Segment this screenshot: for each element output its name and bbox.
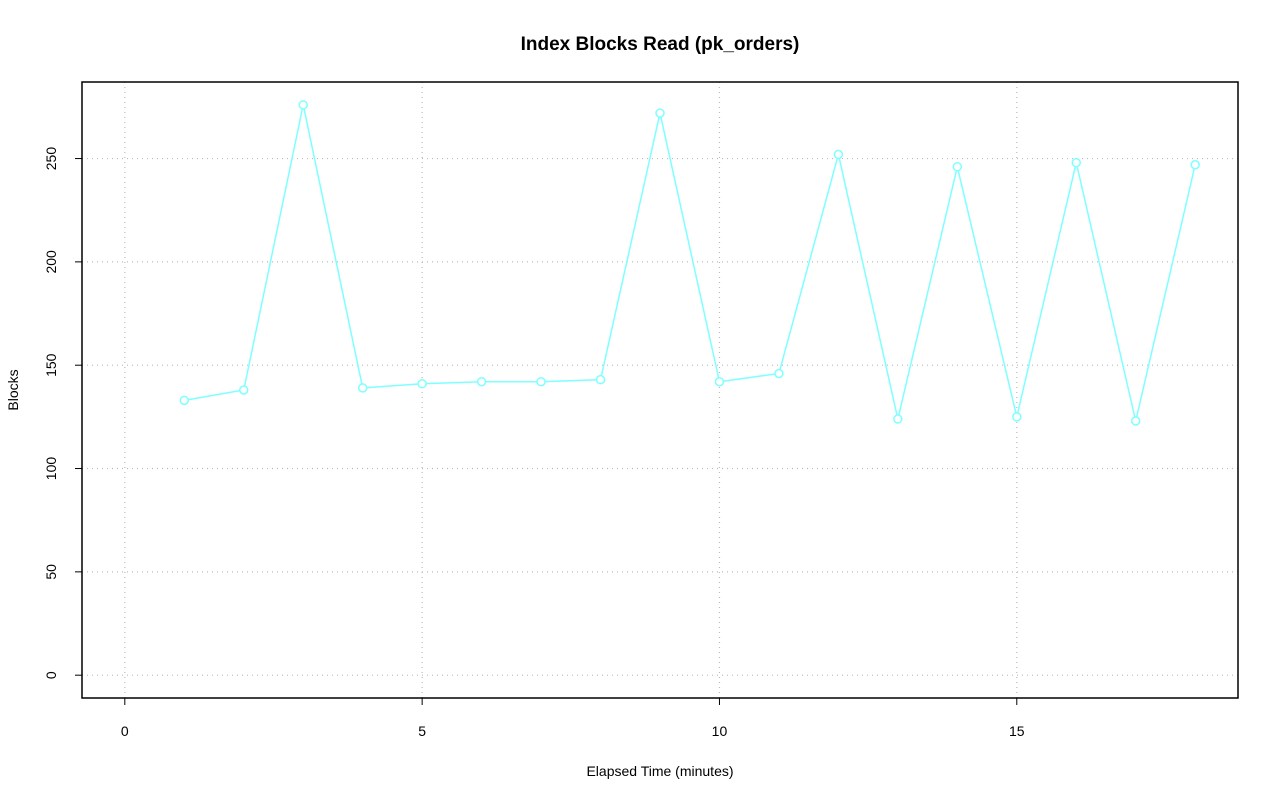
data-point	[774, 368, 784, 379]
x-tick-label: 10	[712, 723, 728, 739]
data-point	[179, 395, 190, 406]
data-point	[1130, 416, 1141, 426]
x-tick-label: 5	[418, 723, 426, 739]
data-point	[1071, 157, 1082, 168]
data-point	[714, 376, 725, 387]
y-tick-label: 100	[43, 457, 59, 481]
plot-frame	[81, 81, 1239, 699]
y-tick-label: 50	[43, 564, 59, 580]
data-point	[476, 376, 487, 387]
data-line	[184, 104, 1196, 422]
data-point	[298, 100, 308, 110]
data-point	[1012, 412, 1022, 422]
chart-title: Index Blocks Read (pk_orders)	[521, 34, 800, 55]
data-point	[595, 374, 606, 385]
x-tick-label: 0	[121, 723, 129, 739]
data-point	[893, 414, 903, 424]
data-point	[238, 385, 249, 395]
y-axis-label: Blocks	[5, 369, 21, 410]
data-point	[833, 149, 844, 160]
y-tick-label: 200	[43, 250, 59, 274]
data-point	[1190, 159, 1200, 170]
data-point	[417, 379, 427, 389]
data-point	[952, 162, 963, 172]
x-tick-label: 15	[1009, 723, 1025, 739]
data-point	[655, 108, 665, 118]
y-tick-label: 250	[43, 147, 59, 171]
y-tick-label: 150	[43, 353, 59, 377]
y-tick-label: 0	[43, 671, 59, 679]
data-point	[536, 376, 546, 387]
data-point	[357, 383, 368, 393]
x-axis-label: Elapsed Time (minutes)	[586, 763, 733, 779]
